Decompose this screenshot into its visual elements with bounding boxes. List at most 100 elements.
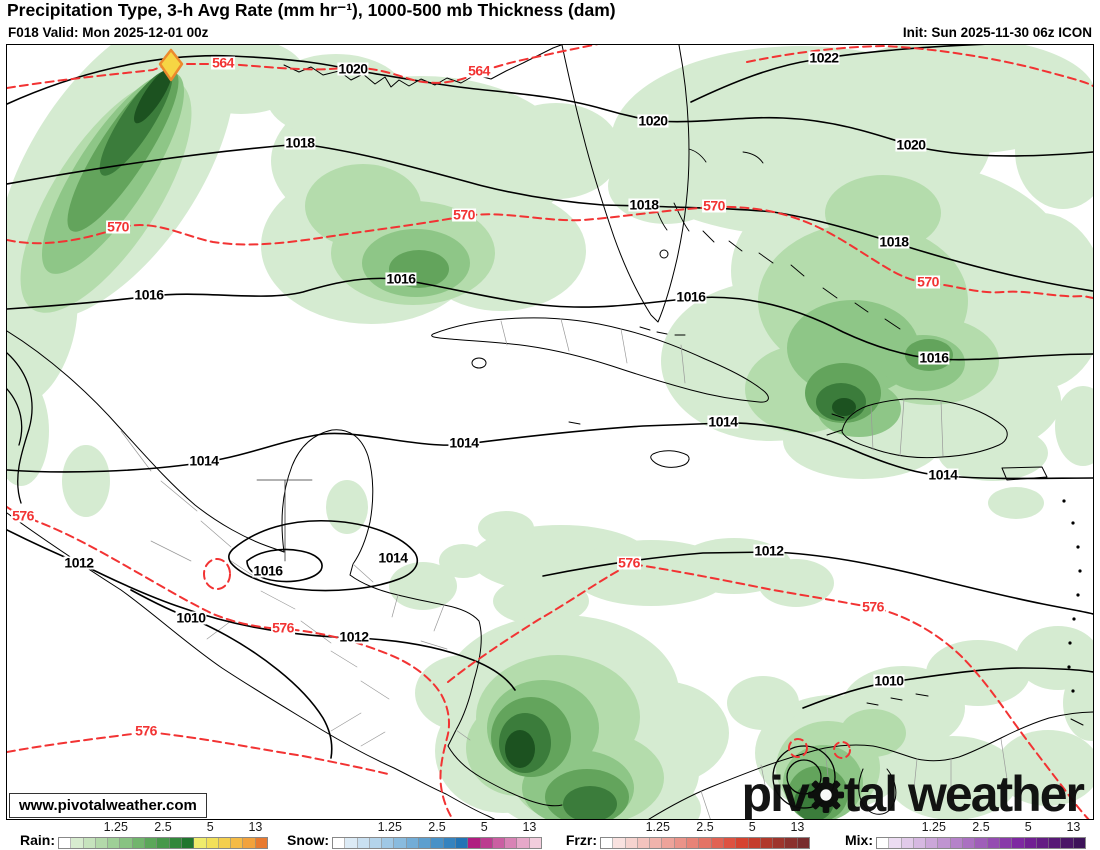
legend-color-cell — [83, 838, 96, 848]
map-canvas — [7, 45, 1093, 819]
legend-colorbar — [600, 837, 810, 849]
legend-label: Frzr: — [565, 832, 597, 848]
legend-color-cell — [1036, 838, 1050, 848]
legend-color-cell — [699, 838, 712, 848]
contour-low-outer — [772, 745, 836, 809]
legend-color-cell — [1073, 838, 1086, 848]
contour-1016 — [7, 277, 1093, 361]
legend-tick-label: 5 — [748, 820, 756, 834]
legend-color-cell — [218, 838, 232, 848]
logo-text-right: tal weather — [843, 766, 1085, 822]
islands-bahamas — [653, 148, 901, 330]
legend-tick-label: 1.25 — [377, 820, 402, 834]
contour-low-inner — [786, 759, 822, 795]
legend-color-cell — [369, 838, 383, 848]
contour-564 — [7, 45, 599, 89]
legend-group-mix: Mix: 1.25 2.5 5 13 — [836, 820, 1086, 850]
legend-colorbar — [58, 837, 268, 849]
legend-group-frzr: Frzr: 1.25 2.5 5 13 — [556, 820, 810, 850]
legend-color-cell — [797, 838, 810, 848]
lake-okeechobee — [659, 249, 669, 259]
coastline-cuba — [431, 317, 769, 403]
legend-color-cell — [71, 838, 84, 848]
legend-color-cell — [120, 838, 133, 848]
legend-color-cell — [394, 838, 407, 848]
coastline-gulf — [283, 45, 562, 88]
legend-color-cell — [468, 838, 481, 848]
coastline-puerto-rico — [1001, 466, 1048, 481]
contour-576-east — [447, 562, 1090, 819]
legend-tick-label: 5 — [206, 820, 214, 834]
legend-tick-label: 5 — [480, 820, 488, 834]
legend-tick-label: 2.5 — [154, 820, 172, 834]
coastline-pacific — [7, 512, 496, 819]
islands-lesser-antilles — [1062, 499, 1082, 693]
contour-1010-west — [130, 589, 333, 759]
legend-color-cell — [492, 838, 506, 848]
contour-576-west — [7, 506, 454, 819]
contour-1022 — [690, 45, 986, 103]
legend-color-cell — [877, 838, 890, 848]
legend-color-cell — [529, 838, 542, 848]
legend-tick-label: 13 — [1066, 820, 1081, 834]
legend-color-cell — [785, 838, 798, 848]
legend-color-cell — [760, 838, 774, 848]
coastline-florida — [561, 45, 690, 323]
legend-color-cell — [145, 838, 158, 848]
legend-color-cell — [406, 838, 420, 848]
legend-color-cell — [625, 838, 638, 848]
legend-color-cell — [382, 838, 395, 848]
legend-tick-label: 13 — [522, 820, 537, 834]
border-belize — [256, 479, 313, 562]
coastline-yucatan-central-america — [281, 429, 563, 807]
gear-icon — [807, 776, 844, 814]
legend-label: Rain: — [20, 832, 55, 848]
legend-color-cell — [723, 838, 737, 848]
legend-color-cell — [1049, 838, 1062, 848]
legend-color-cell — [480, 838, 493, 848]
legend-color-cell — [517, 838, 530, 848]
map-title: Precipitation Type, 3-h Avg Rate (mm hr⁻… — [7, 0, 616, 20]
legend-label: Snow: — [287, 832, 329, 848]
legend-tick-label: 13 — [248, 820, 263, 834]
legend-color-cell — [194, 838, 207, 848]
coastline-south-america — [648, 711, 1093, 819]
legend-color-cell — [913, 838, 927, 848]
contour-red-loop-a — [788, 738, 808, 758]
legend-color-cell — [1061, 838, 1074, 848]
legend-color-cell — [773, 838, 786, 848]
legend-color-cell — [950, 838, 964, 848]
coastline-mexico-gulf — [7, 330, 285, 553]
legend-color-cell — [687, 838, 700, 848]
legend-color-cell — [987, 838, 1000, 848]
contour-576-south — [7, 730, 389, 775]
coastline-jamaica — [650, 450, 690, 468]
contour-red-loop-b — [833, 741, 851, 759]
legend-color-cell — [181, 838, 195, 848]
contour-576-small-loop — [203, 558, 231, 590]
legend-label: Mix: — [845, 832, 873, 848]
red-contours-layer — [7, 45, 1093, 819]
legend-color-cell — [243, 838, 256, 848]
legend-color-cell — [637, 838, 651, 848]
isle-of-youth — [471, 357, 487, 369]
valid-time-label: F018 Valid: Mon 2025-12-01 00z — [8, 25, 209, 40]
legend-color-cell — [431, 838, 444, 848]
watermark: www.pivotalweather.com — [9, 793, 207, 818]
legend-tick-label: 5 — [1024, 820, 1032, 834]
legend-tick-label: 1.25 — [645, 820, 670, 834]
legend-tick-label: 1.25 — [921, 820, 946, 834]
legend-tick-label: 2.5 — [972, 820, 990, 834]
legend-color-cell — [345, 838, 358, 848]
coastlines-layer — [7, 45, 1093, 819]
legend-color-cell — [938, 838, 951, 848]
legend-color-cell — [711, 838, 724, 848]
legend-color-cell — [926, 838, 939, 848]
legend-color-cell — [169, 838, 182, 848]
contour-564-northeast — [746, 45, 1093, 87]
map-frame: 1020 1022 1020 1020 1018 1018 1018 1016 1016 1016… — [6, 44, 1094, 822]
legend-group-snow: Snow: 1.25 2.5 5 13 — [277, 820, 542, 850]
legend-color-cell — [736, 838, 749, 848]
legend-color-cell — [255, 838, 268, 848]
